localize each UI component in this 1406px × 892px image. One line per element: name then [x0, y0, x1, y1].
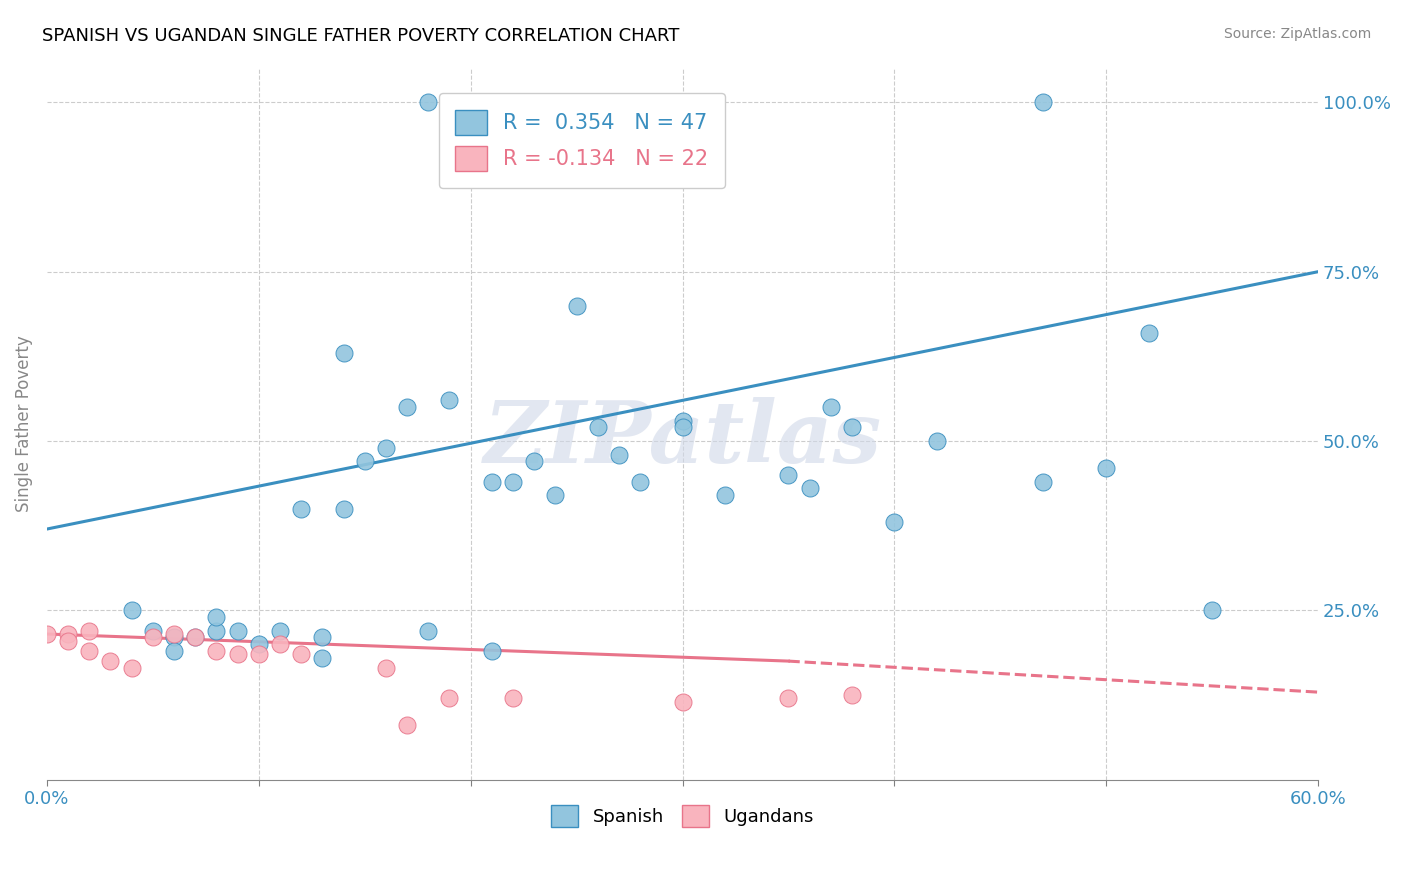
Text: ZIPatlas: ZIPatlas [484, 397, 882, 480]
Point [481, 644, 503, 658]
Point [565, 299, 588, 313]
Point [142, 624, 165, 638]
Point [418, 624, 440, 638]
Point [841, 688, 863, 702]
Point [205, 610, 228, 624]
Point [332, 501, 354, 516]
Point [544, 488, 567, 502]
Point [460, 95, 482, 110]
Point [1201, 603, 1223, 617]
Point [290, 501, 312, 516]
Point [778, 467, 800, 482]
Point [77, 644, 100, 658]
Point [778, 691, 800, 706]
Point [205, 644, 228, 658]
Point [100, 654, 122, 668]
Point [332, 346, 354, 360]
Point [671, 414, 693, 428]
Point [481, 95, 503, 110]
Point [523, 454, 546, 468]
Point [35, 627, 58, 641]
Point [502, 475, 524, 489]
Point [799, 482, 821, 496]
Point [121, 603, 143, 617]
Point [56, 633, 79, 648]
Point [586, 420, 609, 434]
Text: Source: ZipAtlas.com: Source: ZipAtlas.com [1223, 27, 1371, 41]
Point [311, 650, 333, 665]
Point [1095, 461, 1118, 475]
Point [1137, 326, 1160, 340]
Point [396, 718, 419, 732]
Point [481, 475, 503, 489]
Point [671, 695, 693, 709]
Point [883, 515, 905, 529]
Point [205, 624, 228, 638]
Point [184, 631, 207, 645]
Point [628, 475, 651, 489]
Point [841, 420, 863, 434]
Point [311, 631, 333, 645]
Point [269, 637, 291, 651]
Point [1032, 475, 1054, 489]
Point [247, 637, 270, 651]
Point [226, 648, 249, 662]
Point [925, 434, 948, 448]
Point [374, 661, 396, 675]
Point [269, 624, 291, 638]
Point [121, 661, 143, 675]
Point [1032, 95, 1054, 110]
Point [714, 488, 737, 502]
Point [290, 648, 312, 662]
Point [374, 441, 396, 455]
Point [439, 95, 461, 110]
Point [502, 691, 524, 706]
Point [142, 631, 165, 645]
Y-axis label: Single Father Poverty: Single Father Poverty [15, 335, 32, 512]
Point [226, 624, 249, 638]
Point [56, 627, 79, 641]
Point [439, 393, 461, 408]
Point [163, 631, 186, 645]
Point [163, 644, 186, 658]
Text: SPANISH VS UGANDAN SINGLE FATHER POVERTY CORRELATION CHART: SPANISH VS UGANDAN SINGLE FATHER POVERTY… [42, 27, 679, 45]
Point [184, 631, 207, 645]
Point [607, 448, 630, 462]
Point [671, 420, 693, 434]
Point [820, 400, 842, 414]
Legend: Spanish, Ugandans: Spanish, Ugandans [544, 798, 821, 835]
Point [418, 95, 440, 110]
Point [247, 648, 270, 662]
Point [439, 691, 461, 706]
Point [163, 627, 186, 641]
Point [77, 624, 100, 638]
Point [396, 400, 419, 414]
Point [353, 454, 375, 468]
